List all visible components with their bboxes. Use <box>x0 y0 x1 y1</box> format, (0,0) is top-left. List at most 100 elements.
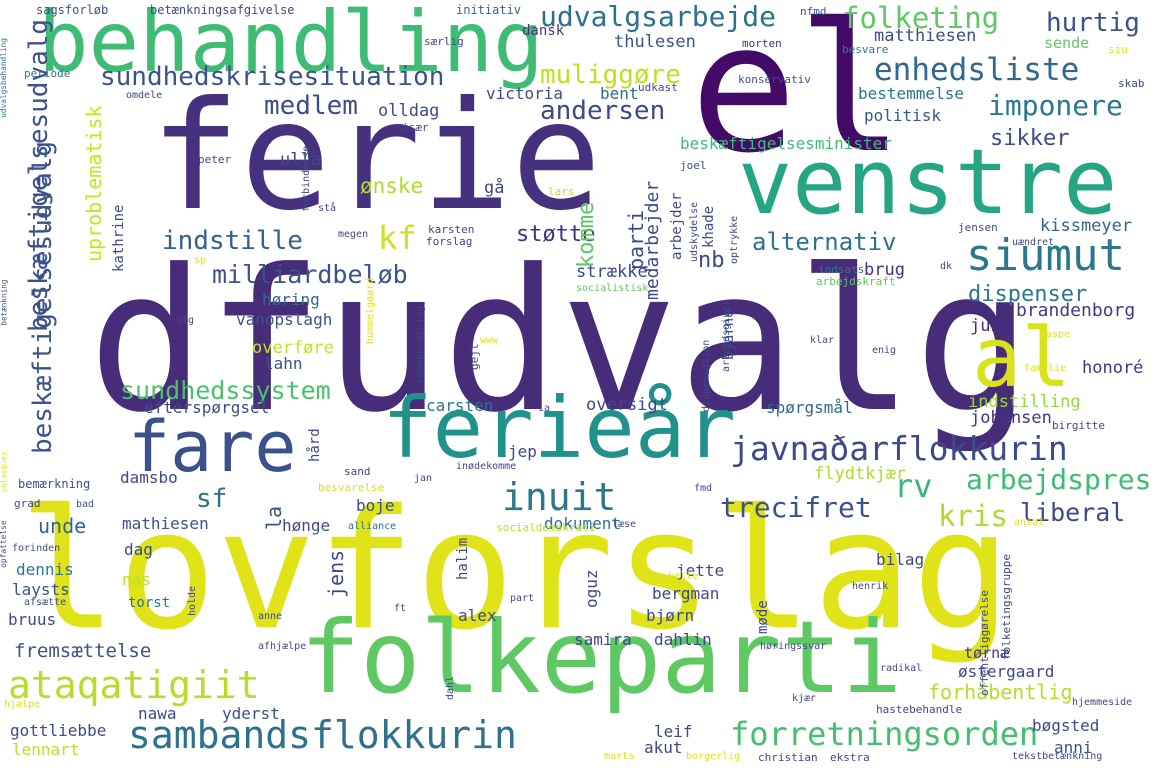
word: khade <box>701 205 717 248</box>
word: ft <box>394 603 407 614</box>
word: dispenser <box>968 282 1088 307</box>
word: lovforslag <box>18 474 1012 666</box>
word: sagsforløb <box>36 3 109 17</box>
word: strække <box>576 262 648 282</box>
word: al <box>972 311 1071 406</box>
word: omdele <box>126 90 163 101</box>
word: honoré <box>1082 358 1144 378</box>
word: enig <box>872 345 897 356</box>
word: komme <box>574 201 599 268</box>
word: periode <box>24 67 71 80</box>
word: politisk <box>864 106 942 125</box>
word: sp <box>194 255 207 266</box>
word: initiativ <box>456 3 522 17</box>
word: sf <box>196 484 228 514</box>
word: udkast <box>638 81 678 94</box>
word: indstille <box>162 226 303 256</box>
word: hønge <box>282 516 331 535</box>
word: el <box>690 0 905 192</box>
word: socialdemokrati <box>496 521 596 534</box>
word: victoria <box>486 84 564 103</box>
word: arbejder <box>669 192 685 260</box>
word: sammensætning <box>415 305 426 384</box>
word: bemærkning <box>18 477 91 491</box>
word: hjemmeside <box>1072 697 1133 708</box>
word: optrykke <box>729 215 740 264</box>
word: ønske <box>360 174 424 198</box>
word: beskæftigelsesminister <box>680 134 892 153</box>
word: tekstbetænkning <box>1012 751 1103 762</box>
word: ataqatigiit <box>8 663 260 707</box>
word: radikal <box>880 663 923 674</box>
word: alternativ <box>752 228 897 256</box>
word: velasquez <box>0 451 8 493</box>
word: oguz <box>582 569 601 608</box>
word: enhedsliste <box>874 52 1080 88</box>
word: la <box>262 505 286 530</box>
word: ia <box>538 403 551 414</box>
word: tørnæ <box>964 644 1010 662</box>
word: afhjælpe <box>258 641 307 652</box>
word: jep <box>508 442 537 461</box>
word: anni <box>1054 738 1093 757</box>
word: læse <box>612 519 637 530</box>
word: indsats <box>818 263 865 276</box>
word: gottliebbe <box>10 721 107 740</box>
word: bestemmelse <box>858 84 964 103</box>
word: dansk <box>522 23 565 39</box>
word: forbindelse <box>301 145 312 212</box>
word: lahn <box>264 354 303 373</box>
word: megen <box>338 229 369 240</box>
word: akut <box>644 738 683 757</box>
word: brug <box>864 260 905 280</box>
word: vanopslagh <box>236 310 333 329</box>
word: dahlin <box>654 630 712 649</box>
word: bent <box>600 84 639 103</box>
word: gejl <box>468 343 481 371</box>
word: ferie <box>150 70 602 244</box>
word: dag <box>124 540 153 559</box>
word: forinden <box>12 543 61 554</box>
word: beskæftigelsesudvalg <box>28 140 58 454</box>
word: olldag <box>378 101 440 121</box>
word: oversigt <box>586 395 668 415</box>
word: indstilling <box>968 392 1081 412</box>
word: folketing <box>842 1 1000 35</box>
word: alliance <box>348 521 397 532</box>
word: efterspørgsel <box>144 398 270 417</box>
word: betænkningsafgivelse <box>150 3 295 17</box>
word: medlem <box>264 91 358 121</box>
word: liberal <box>1020 498 1126 527</box>
word: hjælpe <box>4 699 41 710</box>
word: andersen <box>540 96 666 126</box>
word: sand <box>344 465 371 478</box>
word: leif <box>654 722 693 741</box>
word: familie <box>1024 363 1067 374</box>
word: thulesen <box>614 32 696 52</box>
word: dfudvalg <box>88 228 1033 456</box>
word: folkeparti <box>300 599 903 716</box>
word: lennart <box>12 740 80 759</box>
word: socialistisk <box>576 283 649 294</box>
word: grad <box>14 497 41 510</box>
word: jens <box>324 549 348 598</box>
word: siu <box>1108 43 1128 56</box>
word: brandenborg <box>1016 300 1136 321</box>
word: sambandsflokkurin <box>128 713 517 757</box>
word: hummelgaard <box>365 277 376 344</box>
word: forretningsorden <box>730 715 1039 753</box>
word: boje <box>356 496 395 515</box>
word: kissmeyer <box>1040 216 1133 236</box>
word: torst <box>128 595 171 611</box>
word: konservativ <box>738 73 811 86</box>
word: overføre <box>252 338 334 358</box>
word: kathrine <box>111 204 127 272</box>
word: matthiesen <box>874 26 977 46</box>
word: karsten <box>428 223 475 236</box>
word: besvare <box>842 43 889 56</box>
word: imponere <box>988 89 1123 122</box>
word: bergman <box>652 584 720 603</box>
word: støtte <box>516 222 596 247</box>
word: særlig <box>424 35 464 48</box>
word: peter <box>198 153 232 166</box>
